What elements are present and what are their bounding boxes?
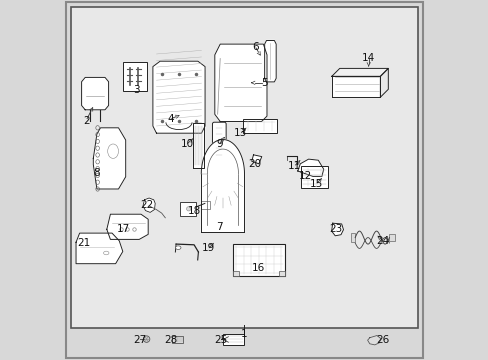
FancyBboxPatch shape xyxy=(179,202,196,216)
FancyBboxPatch shape xyxy=(388,234,394,241)
Text: 28: 28 xyxy=(164,335,177,345)
FancyBboxPatch shape xyxy=(278,271,285,276)
FancyBboxPatch shape xyxy=(243,119,277,133)
Polygon shape xyxy=(193,123,203,168)
Text: 8: 8 xyxy=(93,168,100,178)
Text: 11: 11 xyxy=(288,161,301,171)
Polygon shape xyxy=(331,76,380,97)
Polygon shape xyxy=(380,68,387,97)
Text: 15: 15 xyxy=(309,179,323,189)
FancyBboxPatch shape xyxy=(301,166,327,188)
Polygon shape xyxy=(367,336,380,345)
Ellipse shape xyxy=(143,336,149,342)
Polygon shape xyxy=(331,223,343,236)
Polygon shape xyxy=(297,159,323,176)
Polygon shape xyxy=(76,233,122,264)
Text: 19: 19 xyxy=(202,243,215,253)
Polygon shape xyxy=(251,155,261,164)
FancyBboxPatch shape xyxy=(223,334,244,345)
Text: 13: 13 xyxy=(234,128,247,138)
FancyBboxPatch shape xyxy=(232,244,285,276)
Text: 5: 5 xyxy=(261,78,267,88)
Ellipse shape xyxy=(186,207,190,211)
Text: 21: 21 xyxy=(78,238,91,248)
Text: 14: 14 xyxy=(361,53,375,63)
Polygon shape xyxy=(264,40,276,82)
Text: 10: 10 xyxy=(180,139,193,149)
Text: 2: 2 xyxy=(82,116,89,126)
Text: 9: 9 xyxy=(216,139,222,149)
FancyBboxPatch shape xyxy=(232,271,239,276)
Text: 4: 4 xyxy=(167,114,174,124)
Text: 25: 25 xyxy=(214,335,227,345)
Text: 12: 12 xyxy=(299,171,312,181)
Text: 16: 16 xyxy=(252,263,265,273)
FancyBboxPatch shape xyxy=(350,233,354,242)
Polygon shape xyxy=(214,44,266,122)
Ellipse shape xyxy=(175,246,181,249)
Text: 6: 6 xyxy=(251,42,258,52)
FancyBboxPatch shape xyxy=(172,336,183,343)
Polygon shape xyxy=(331,68,387,76)
Polygon shape xyxy=(201,140,244,232)
Text: 7: 7 xyxy=(216,222,222,232)
Text: 17: 17 xyxy=(117,224,130,234)
Text: 1: 1 xyxy=(241,329,247,339)
Polygon shape xyxy=(153,61,204,133)
Text: 20: 20 xyxy=(248,159,262,169)
Polygon shape xyxy=(93,128,125,189)
Polygon shape xyxy=(81,77,108,110)
Text: 26: 26 xyxy=(376,335,389,345)
Text: 22: 22 xyxy=(141,200,154,210)
FancyBboxPatch shape xyxy=(71,7,417,328)
Polygon shape xyxy=(106,214,148,239)
Polygon shape xyxy=(142,198,155,212)
FancyBboxPatch shape xyxy=(201,201,210,209)
Text: 24: 24 xyxy=(376,236,389,246)
FancyBboxPatch shape xyxy=(123,62,146,91)
Ellipse shape xyxy=(103,251,109,255)
Text: 27: 27 xyxy=(133,335,146,345)
Text: 18: 18 xyxy=(187,206,200,216)
Text: 23: 23 xyxy=(329,224,342,234)
Text: 3: 3 xyxy=(133,85,140,95)
FancyBboxPatch shape xyxy=(212,122,225,160)
